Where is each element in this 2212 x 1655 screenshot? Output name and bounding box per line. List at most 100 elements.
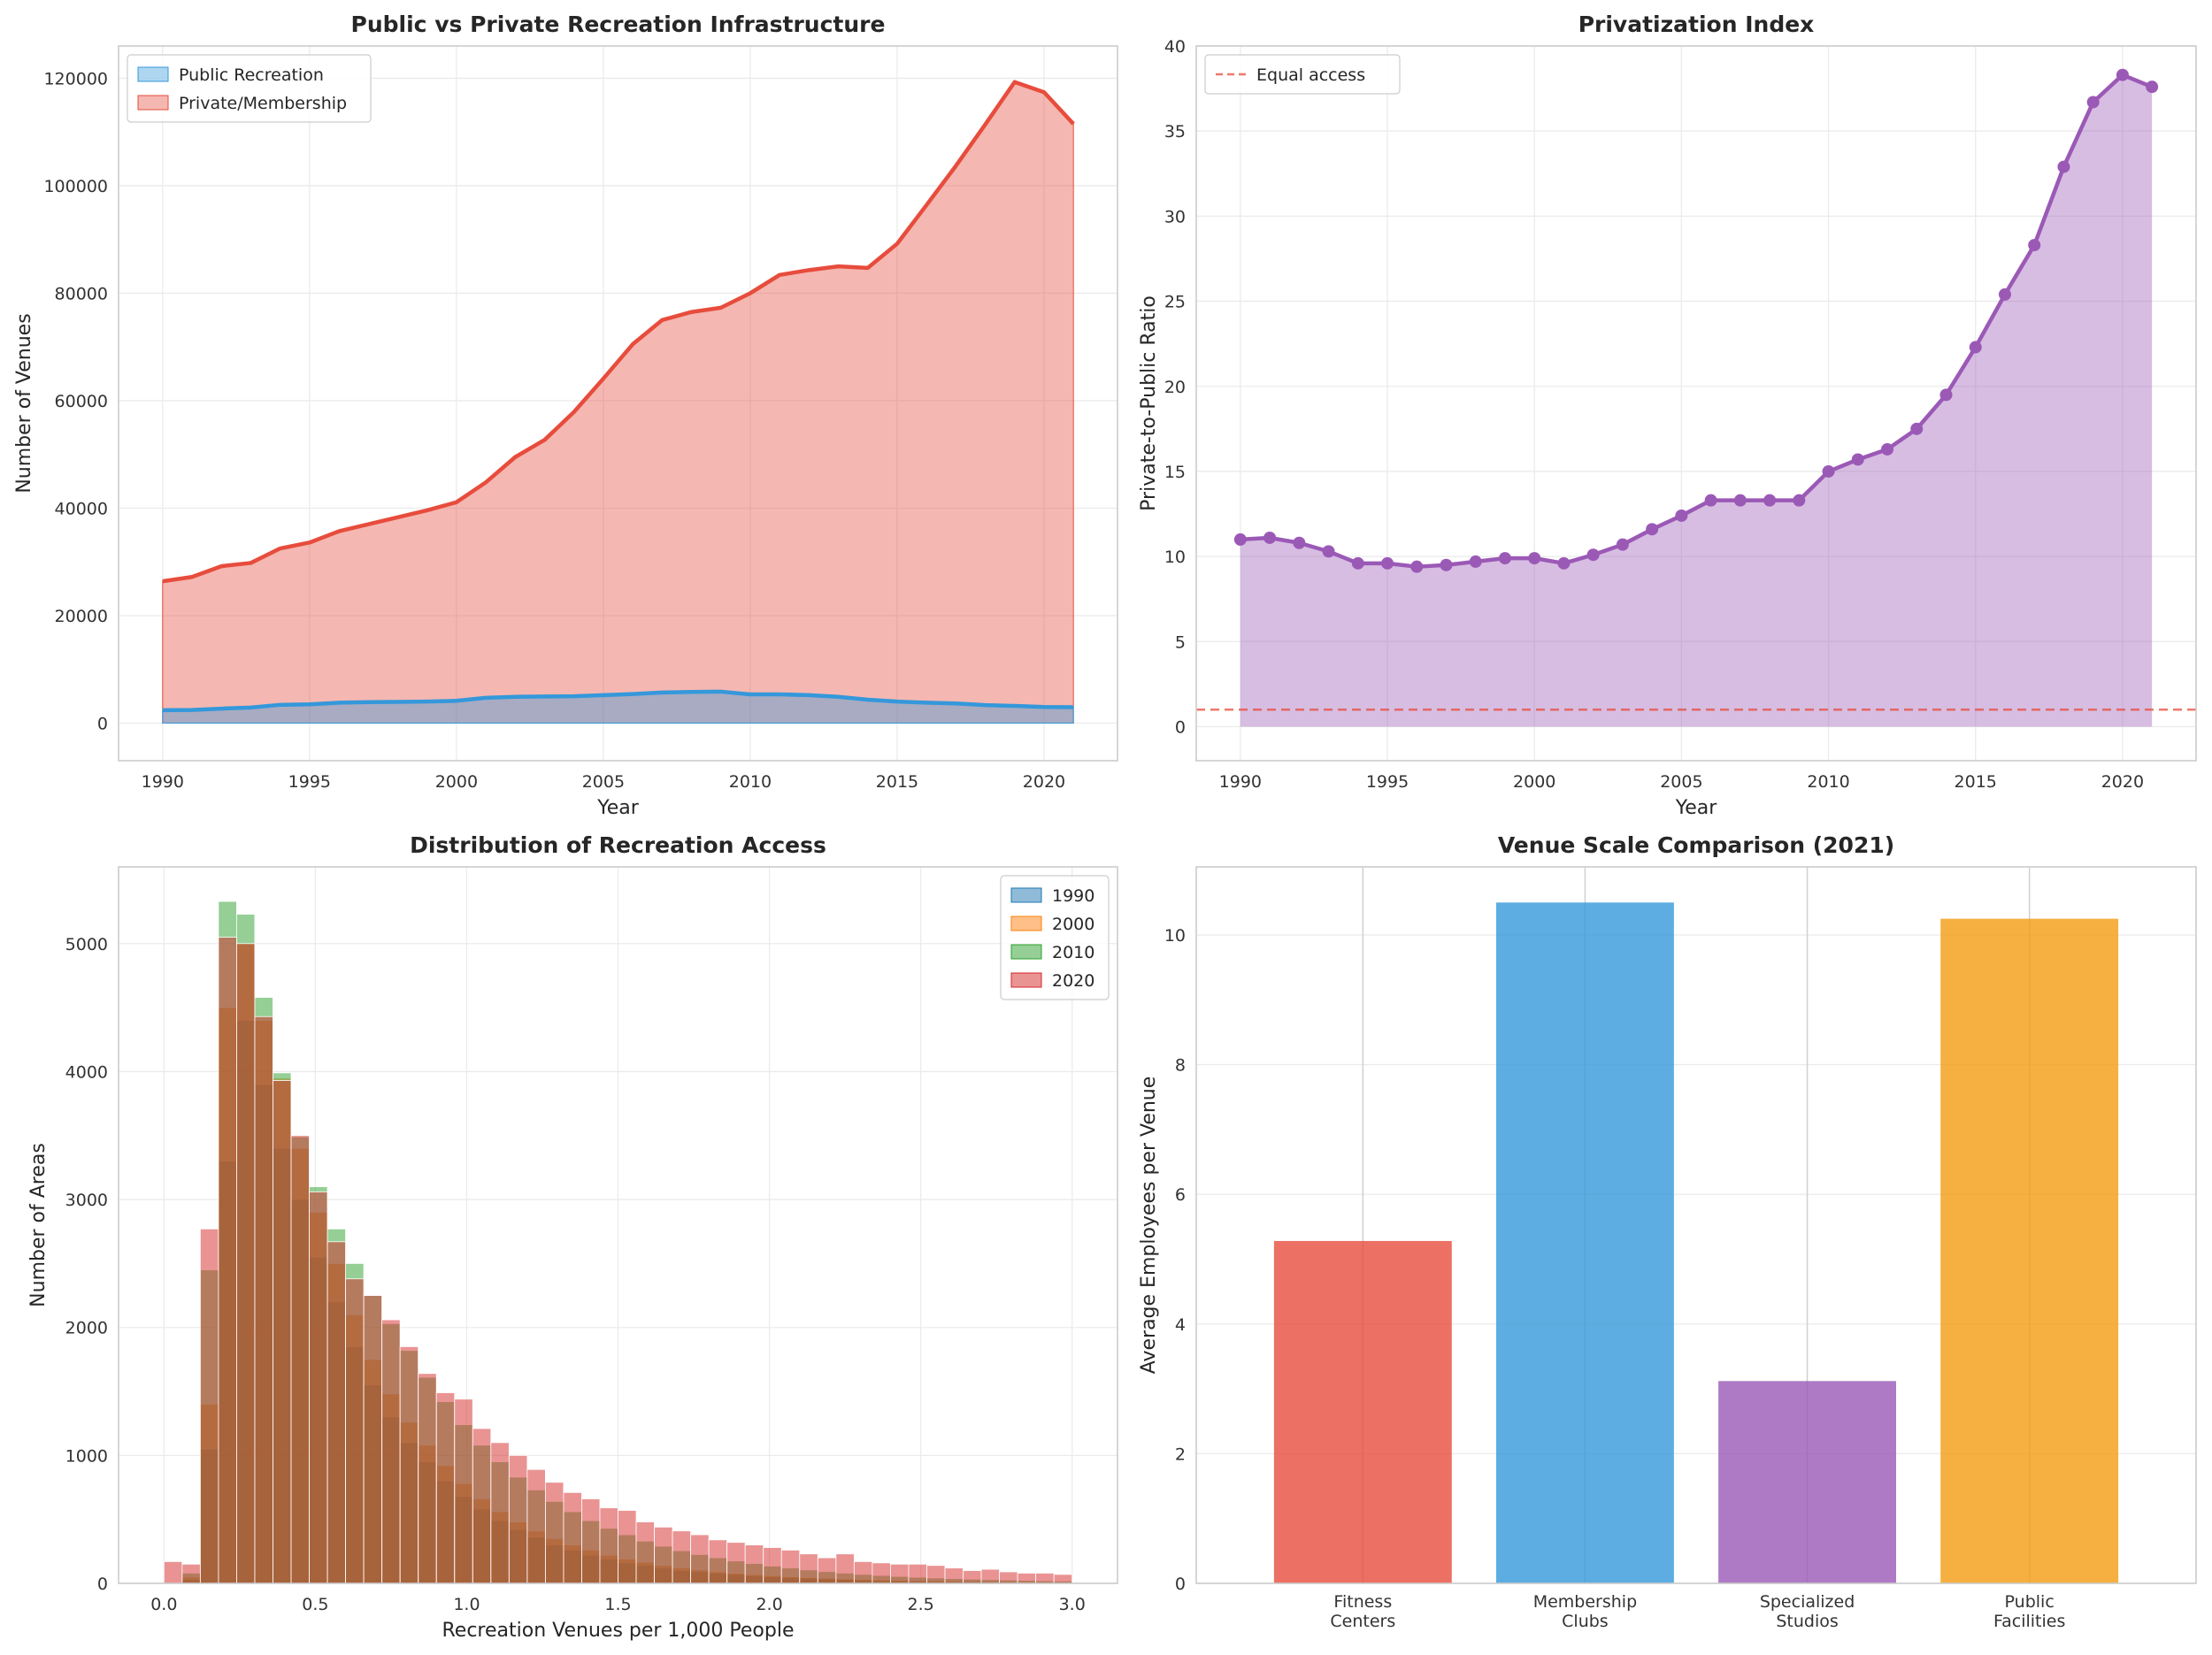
y-axis-label: Number of Venues — [13, 313, 35, 493]
x-axis-label: Year — [1675, 797, 1718, 819]
y-tick-label: 80000 — [55, 284, 108, 303]
histogram-bar-2020 — [526, 1468, 546, 1584]
histogram-bar-2020 — [780, 1549, 801, 1584]
x-axis-label: Recreation Venues per 1,000 People — [442, 1620, 795, 1642]
x-tick-label: Fitness — [1333, 1592, 1392, 1612]
public-recreation-line — [162, 689, 1074, 713]
ratio-point — [1851, 453, 1864, 466]
ratio-point — [1351, 556, 1364, 570]
y-tick-label: 8 — [1175, 1056, 1186, 1076]
ratio-point — [1322, 545, 1335, 558]
histogram-bar-2020 — [872, 1562, 891, 1584]
legend-swatch — [137, 66, 169, 82]
histogram-bar-2020 — [1017, 1573, 1037, 1584]
legend-label: Private/Membership — [179, 94, 347, 113]
y-tick-label: 0 — [1175, 1575, 1186, 1594]
histogram-bar-2020 — [508, 1454, 528, 1584]
ratio-point — [1646, 523, 1659, 536]
histogram-bar-2020 — [218, 937, 237, 1584]
legend-box — [1204, 54, 1401, 95]
histogram-bar-2020 — [254, 1015, 273, 1584]
histogram-bar-2020 — [163, 1561, 183, 1584]
histogram-bar-2020 — [435, 1392, 456, 1584]
histogram-bar-2020 — [835, 1553, 855, 1584]
histogram-bar-2020 — [690, 1534, 710, 1584]
y-tick-label: 60000 — [55, 392, 108, 411]
x-tick-label: Facilities — [1993, 1612, 2065, 1631]
y-tick-label: 30 — [1164, 207, 1186, 226]
histogram-bar-2020 — [490, 1442, 510, 1584]
x-tick-label: 0.0 — [150, 1595, 177, 1614]
y-tick-label: 20 — [1164, 378, 1186, 397]
chart-title: Privatization Index — [1578, 11, 1815, 37]
private-area-fill — [162, 81, 1074, 724]
y-tick-label: 20000 — [55, 607, 108, 626]
x-axis-label: Year — [596, 797, 640, 819]
y-axis-label: Average Employees per Venue — [1138, 1077, 1160, 1375]
axes-frame — [1195, 866, 2197, 1584]
y-tick-label: 2000 — [65, 1319, 108, 1338]
private-membership-line — [162, 80, 1075, 584]
ratio-point — [2086, 96, 2100, 109]
ratio-point — [1557, 556, 1571, 570]
bar-fitness-centers — [1273, 1240, 1452, 1583]
ratio-point — [2028, 239, 2041, 252]
histogram-bar-2020 — [345, 1278, 365, 1584]
y-tick-label: 0 — [1175, 718, 1186, 738]
y-tick-label: 40000 — [55, 499, 108, 518]
histogram-bar-2020 — [381, 1319, 401, 1584]
bar-specialized-studios — [1718, 1381, 1896, 1583]
x-tick-label: 0.5 — [302, 1595, 328, 1614]
ratio-point — [2057, 160, 2070, 173]
histogram-bar-2020 — [726, 1542, 746, 1584]
legend-label: Public Recreation — [179, 65, 324, 85]
histogram-bar-2020 — [544, 1482, 565, 1584]
ratio-point — [1440, 558, 1453, 571]
x-tick-label: 2.5 — [908, 1595, 934, 1614]
histogram-bar-2020 — [472, 1428, 492, 1584]
y-axis-label: Number of Areas — [27, 1143, 50, 1307]
x-tick-label: 2015 — [1955, 772, 1997, 792]
y-tick-label: 10 — [1164, 548, 1186, 567]
histogram-bar-2020 — [763, 1547, 782, 1584]
legend-label: 2000 — [1052, 915, 1094, 934]
legend-swatch — [1010, 972, 1042, 988]
histogram-bar-2020 — [599, 1507, 618, 1584]
legend-box — [127, 54, 372, 123]
ratio-point — [1704, 494, 1717, 507]
ratio-point — [1616, 538, 1629, 551]
histogram-bar-2020 — [363, 1295, 383, 1584]
area-chart-public-vs-private: 0 20000 40000 60000 80000 100000 120000 1990 199… — [13, 11, 1118, 819]
histogram-bar-2020 — [635, 1521, 655, 1584]
chart-title: Public vs Private Recreation Infrastruct… — [351, 11, 886, 37]
y-tick-label: 0 — [97, 714, 108, 733]
histogram-bar-2020 — [926, 1565, 946, 1584]
x-tick-label: Studios — [1776, 1612, 1838, 1631]
x-tick-label: 3.0 — [1059, 1595, 1086, 1614]
y-tick-label: 4000 — [65, 1062, 108, 1082]
ratio-point — [1381, 556, 1394, 570]
histogram-bar-2020 — [1035, 1573, 1055, 1584]
histogram-bar-2020 — [654, 1526, 673, 1584]
axes-frame — [118, 866, 1118, 1584]
y-tick-label: 15 — [1164, 463, 1186, 482]
ratio-point — [1498, 552, 1511, 565]
x-tick-label: 2015 — [876, 772, 918, 792]
ratio-point — [1939, 388, 1953, 402]
legend-swatch — [1010, 887, 1042, 903]
chart-title: Distribution of Recreation Access — [410, 832, 826, 858]
legend-swatch — [137, 95, 169, 111]
x-tick-label: 2000 — [1513, 772, 1555, 792]
histogram-bar-2020 — [963, 1570, 982, 1584]
ratio-point — [1586, 548, 1600, 562]
ratio-point — [2146, 80, 2159, 94]
legend-label: 1990 — [1052, 886, 1094, 906]
axes-frame — [1195, 45, 2197, 762]
histogram-bar-2020 — [236, 943, 256, 1584]
axes-frame — [118, 45, 1118, 762]
x-tick-label: 1995 — [1366, 772, 1409, 792]
histogram-bar-2020 — [980, 1568, 1000, 1584]
histogram-bar-2020 — [817, 1557, 837, 1584]
histogram-bar-2020 — [309, 1191, 328, 1584]
